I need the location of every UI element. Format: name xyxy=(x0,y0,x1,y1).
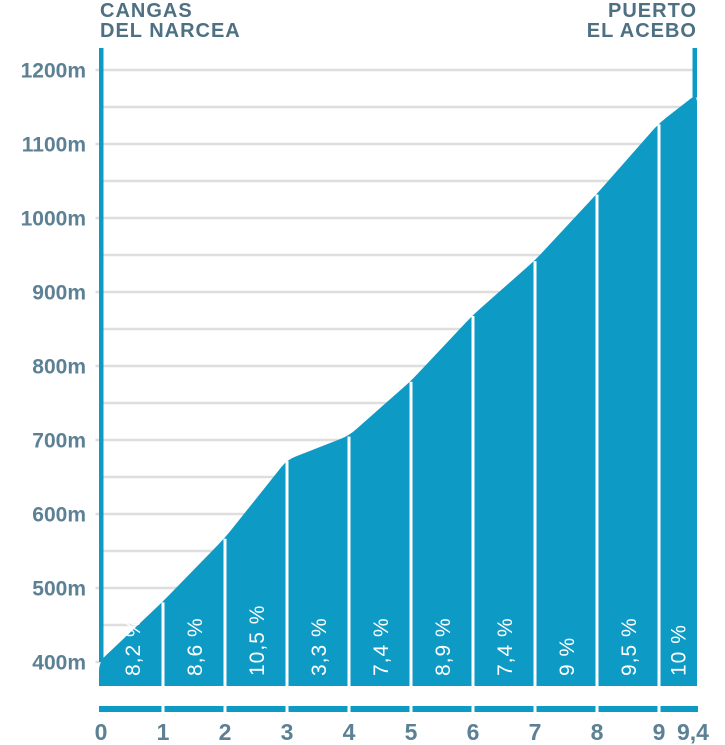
gradient-label: 9 % xyxy=(556,637,579,676)
x-tick-label: 5 xyxy=(405,719,418,745)
gradient-label: 7,4 % xyxy=(494,617,517,676)
y-tick-label: 600m xyxy=(32,504,86,527)
y-tick-label: 1200m xyxy=(21,60,86,83)
km-separator-line xyxy=(657,124,661,714)
x-tick-label: 1 xyxy=(157,719,170,745)
end-location-line1: PUERTO xyxy=(608,0,697,22)
y-tick-label: 700m xyxy=(32,430,86,453)
km-separator-line xyxy=(223,538,227,714)
y-tick-label: 1000m xyxy=(21,208,86,231)
km-separator-line xyxy=(409,381,413,714)
x-tick-label: 7 xyxy=(529,719,542,745)
gradient-label: 9,5 % xyxy=(618,617,641,676)
gradient-label: 7,4 % xyxy=(370,617,393,676)
x-tick-label: 0 xyxy=(95,719,108,745)
start-location-label: CANGAS DEL NARCEA xyxy=(100,1,241,41)
km-separator-line xyxy=(595,194,599,714)
end-location-line2: EL ACEBO xyxy=(586,20,697,42)
km-separator-line xyxy=(347,436,351,714)
x-tick-label: 9,4 xyxy=(677,719,709,745)
km-separator-line xyxy=(533,261,537,714)
profile-area xyxy=(99,97,697,686)
gradient-label: 8,6 % xyxy=(184,617,207,676)
start-location-line2: DEL NARCEA xyxy=(100,20,241,42)
y-tick-label: 900m xyxy=(32,282,86,305)
right-margin-line xyxy=(719,117,723,707)
y-tick-label: 500m xyxy=(32,578,86,601)
y-axis-line xyxy=(99,48,104,662)
gradient-label: 3,3 % xyxy=(308,617,331,676)
end-location-label: PUERTO EL ACEBO xyxy=(587,1,697,41)
y-tick-label: 1100m xyxy=(22,134,86,157)
summit-axis-line xyxy=(692,48,697,98)
x-tick-label: 3 xyxy=(281,719,294,745)
gradient-label: 8,9 % xyxy=(432,617,455,676)
km-separator-line xyxy=(471,315,475,714)
gradient-label: 10,5 % xyxy=(246,605,269,676)
start-location-line1: CANGAS xyxy=(100,0,193,22)
x-tick-label: 8 xyxy=(591,719,604,745)
km-separator-line xyxy=(285,460,289,714)
distance-baseline xyxy=(99,706,698,712)
y-tick-label: 800m xyxy=(32,356,86,379)
gradient-label: 10 % xyxy=(668,624,691,676)
x-tick-label: 6 xyxy=(467,719,480,745)
x-tick-label: 9 xyxy=(653,719,666,745)
x-tick-label: 2 xyxy=(219,719,232,745)
km-separator-line xyxy=(161,602,165,714)
gradient-label: 8,2 % xyxy=(122,617,145,676)
x-tick-label: 4 xyxy=(343,719,356,745)
y-tick-label: 400m xyxy=(32,652,86,675)
